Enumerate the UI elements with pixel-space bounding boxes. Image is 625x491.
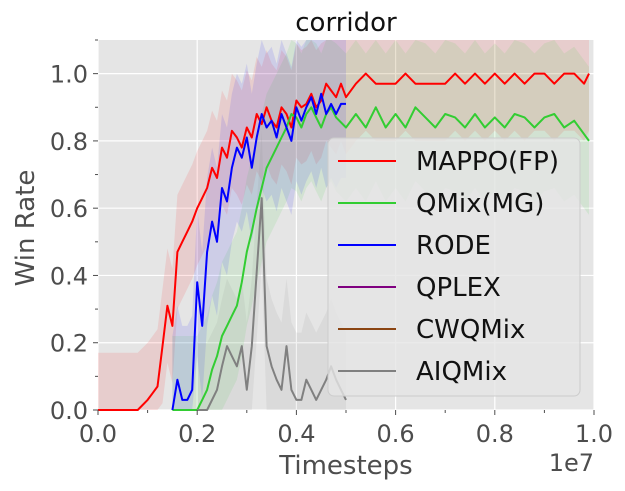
x-tick-label: 0.4 [277,420,315,448]
x-axis-label: Timesteps [278,451,412,481]
x-tick-label: 0.6 [377,420,415,448]
x-tick-label: 0.2 [178,420,216,448]
x-tick-label: 0.8 [476,420,514,448]
legend-label: QPLEX [416,273,501,303]
confidence-band [172,40,589,410]
y-tick-label: 0.6 [50,195,88,223]
y-tick-label: 0.2 [50,330,88,358]
y-tick-label: 0.4 [50,262,88,290]
legend-label: MAPPO(FP) [416,147,559,177]
confidence-band [98,40,589,410]
y-tick-label: 0.0 [50,397,88,425]
legend-label: RODE [416,231,491,261]
series-line [171,92,346,411]
legend-label: AIQMix [416,357,507,387]
legend: MAPPO(FP) QMix(MG) RODE QPLEX CWQMix AIQMix [327,137,581,397]
legend-label: QMix(MG) [416,189,544,219]
axis-ticks: 0.0 0.2 0.4 0.6 0.8 1.0 0.0 0.2 0.4 0.6 0.8 1.0 [50,39,613,448]
y-axis-label: Win Rate [11,170,41,287]
y-tick-label: 0.8 [50,128,88,156]
chart-title: corridor [295,8,397,38]
x-axis-multiplier: 1e7 [549,449,594,477]
confidence-band [172,40,346,410]
series-line [98,72,590,411]
series-lines [98,72,590,411]
x-tick-label: 0.0 [79,420,117,448]
confidence-bands [98,40,589,411]
series-line [197,197,347,411]
y-tick-label: 1.0 [50,61,88,89]
confidence-band [197,130,346,411]
legend-label: CWQMix [416,315,525,345]
series-line [172,106,590,411]
x-tick-label: 1.0 [575,420,613,448]
